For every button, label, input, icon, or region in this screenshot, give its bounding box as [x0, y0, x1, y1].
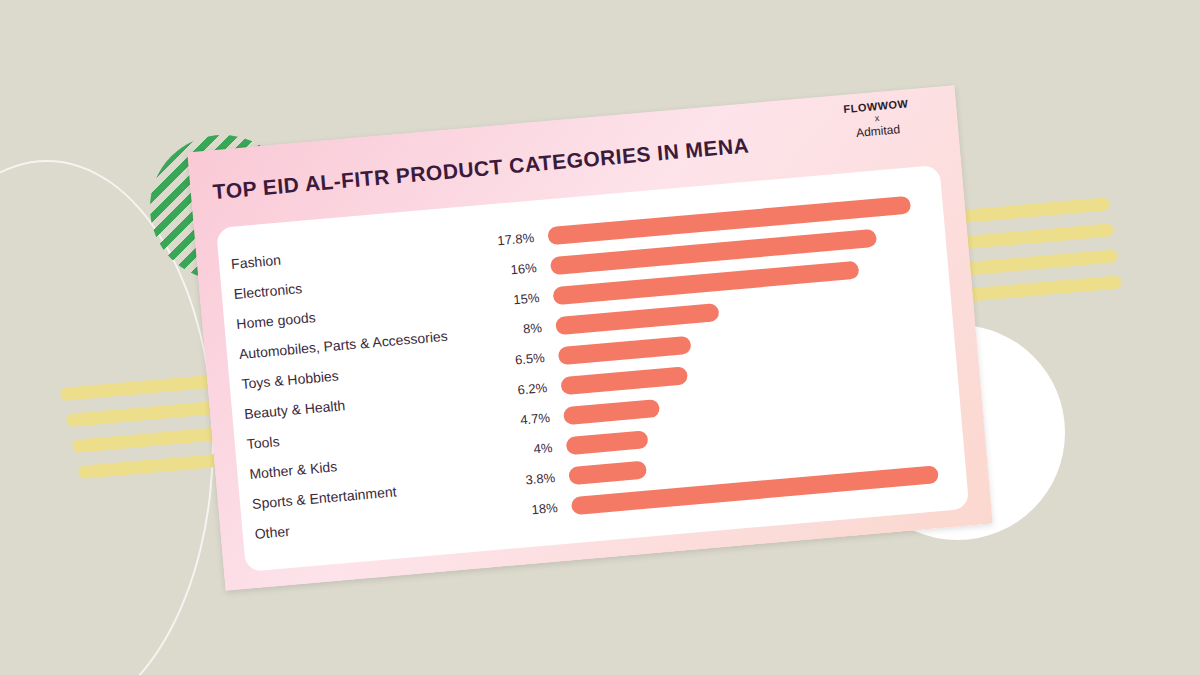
svg-text:17.8%: 17.8% [497, 230, 535, 248]
svg-text:Mother & Kids: Mother & Kids [249, 458, 338, 482]
svg-text:Fashion: Fashion [230, 252, 281, 272]
html-text:Admitad: Admitad [855, 122, 901, 140]
svg-text:4.7%: 4.7% [520, 410, 551, 428]
svg-text:18%: 18% [531, 500, 559, 517]
html-text:FLOWWOW: FLOWWOW [842, 97, 909, 115]
svg-text:6.2%: 6.2% [517, 380, 548, 398]
svg-text:4%: 4% [533, 440, 553, 457]
svg-text:Electronics: Electronics [233, 280, 303, 302]
svg-text:8%: 8% [523, 320, 543, 337]
svg-text:16%: 16% [510, 260, 538, 277]
svg-text:Tools: Tools [246, 433, 280, 452]
svg-text:Automobiles, Parts & Accessori: Automobiles, Parts & Accessories [238, 328, 448, 362]
svg-text:3.8%: 3.8% [525, 470, 556, 488]
svg-text:Home goods: Home goods [236, 309, 316, 332]
html-text:TOP EID AL-FITR PRODUCT CATEGO: TOP EID AL-FITR PRODUCT CATEGORIES IN ME… [211, 133, 750, 204]
html-text:x: x [874, 113, 880, 124]
svg-text:Toys & Hobbies: Toys & Hobbies [241, 368, 339, 392]
svg-text:6.5%: 6.5% [514, 350, 545, 368]
svg-text:Beauty & Health: Beauty & Health [244, 397, 346, 422]
svg-text:15%: 15% [513, 290, 541, 307]
svg-text:Sports & Entertainment: Sports & Entertainment [251, 483, 397, 512]
svg-text:Other: Other [254, 523, 291, 542]
